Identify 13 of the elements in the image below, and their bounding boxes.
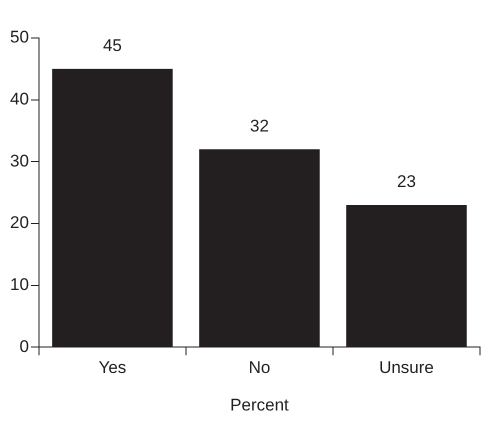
y-tick-label: 0 xyxy=(19,336,29,356)
x-tick-label: Yes xyxy=(98,358,126,378)
y-tick-label: 20 xyxy=(10,213,29,232)
x-axis-title: Percent xyxy=(230,395,290,414)
x-tick-label: No xyxy=(248,358,270,378)
y-tick-label: 40 xyxy=(10,90,29,109)
x-tick-label: Unsure xyxy=(379,358,434,378)
y-tick-label: 30 xyxy=(10,151,29,170)
data-label: 32 xyxy=(250,116,269,136)
y-tick-label: 10 xyxy=(10,275,29,294)
data-label: 45 xyxy=(102,36,122,56)
y-tick-label: 50 xyxy=(10,28,29,47)
data-label: 23 xyxy=(397,172,416,192)
